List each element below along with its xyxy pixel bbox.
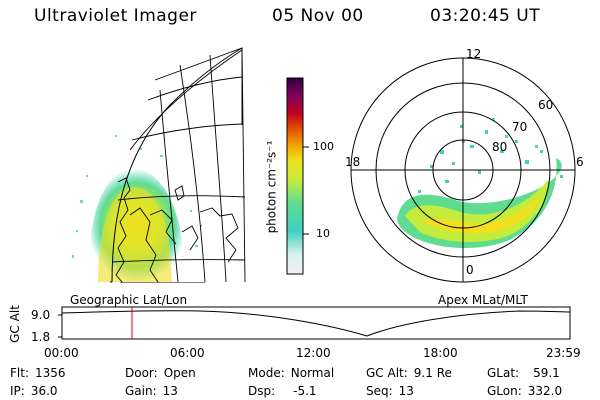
mlt-label-0: 0 [466, 263, 474, 277]
coastlines [115, 177, 239, 283]
mlat-label-70: 70 [512, 120, 528, 134]
timeline-axis-label: GC Alt [7, 305, 22, 343]
info-ip: IP: 36.0 [10, 384, 58, 398]
gc-altitude-curve [61, 310, 571, 337]
info-dsp: Dsp: -5.1 [248, 384, 317, 398]
colorbar-unit-label: photon cm⁻²s⁻¹ [264, 140, 279, 234]
geographic-map-label: Geographic Lat/Lon [70, 293, 188, 307]
info-door: Door: Open [125, 366, 196, 380]
info-flt-key: Flt: [10, 366, 29, 380]
info-gain-key: Gain: [125, 384, 157, 398]
timeline-xtick-0000: 00:00 [44, 346, 79, 360]
info-glat-key: GLat: [487, 366, 520, 380]
geographic-map [72, 47, 246, 283]
info-mode-value: Normal [290, 366, 335, 380]
image-date: 05 Nov 00 [272, 6, 364, 26]
info-seq: Seq: 13 [366, 384, 414, 398]
info-seq-key: Seq: [366, 384, 393, 398]
info-gcalt: GC Alt: 9.1 Re [366, 366, 452, 380]
polar-aurora-emission [397, 118, 573, 249]
mlat-label-60: 60 [538, 98, 554, 112]
timeline-xtick-2359: 23:59 [546, 346, 581, 360]
colorbar-tick-10: 10 [316, 227, 330, 240]
timeline-xtick-1800: 18:00 [423, 346, 458, 360]
info-glon: GLon: 332.0 [487, 384, 562, 398]
info-ip-value: 36.0 [30, 384, 58, 398]
info-glon-value: 332.0 [527, 384, 563, 398]
latlon-grid [111, 47, 246, 283]
orbit-timeline [58, 306, 571, 340]
info-gcalt-key: GC Alt: [366, 366, 408, 380]
colorbar-tick-100: 100 [313, 140, 334, 153]
apex-map-label: Apex MLat/MLT [438, 293, 528, 307]
colorbar [286, 77, 309, 275]
info-dsp-key: Dsp: [248, 384, 276, 398]
timeline-ytick-bottom: 1.8 [31, 330, 51, 344]
timeline-xtick-0600: 06:00 [170, 346, 205, 360]
info-flt: Flt: 1356 [10, 366, 66, 380]
info-gain-value: 13 [162, 384, 178, 398]
info-seq-value: 13 [398, 384, 414, 398]
info-ip-key: IP: [10, 384, 25, 398]
info-glon-key: GLon: [487, 384, 522, 398]
timeline-xtick-1200: 12:00 [296, 346, 331, 360]
info-gain: Gain: 13 [125, 384, 178, 398]
info-door-key: Door: [125, 366, 158, 380]
apex-polar-map [350, 57, 576, 283]
mlt-label-12: 12 [466, 47, 482, 61]
info-glat-value: 59.1 [533, 366, 560, 380]
info-mode-key: Mode: [248, 366, 285, 380]
mlt-label-6: 6 [576, 155, 584, 169]
mlat-label-80: 80 [492, 140, 508, 154]
info-door-value: Open [163, 366, 196, 380]
mlt-label-18: 18 [345, 155, 361, 169]
image-time: 03:20:45 UT [430, 6, 541, 26]
info-glat: GLat: 59.1 [487, 366, 560, 380]
image-title: Ultraviolet Imager [34, 6, 197, 26]
info-gcalt-value: 9.1 Re [413, 366, 452, 380]
info-dsp-value: -5.1 [293, 384, 317, 398]
timeline-ytick-top: 9.0 [31, 308, 51, 322]
info-flt-value: 1356 [34, 366, 66, 380]
info-mode: Mode: Normal [248, 366, 334, 380]
